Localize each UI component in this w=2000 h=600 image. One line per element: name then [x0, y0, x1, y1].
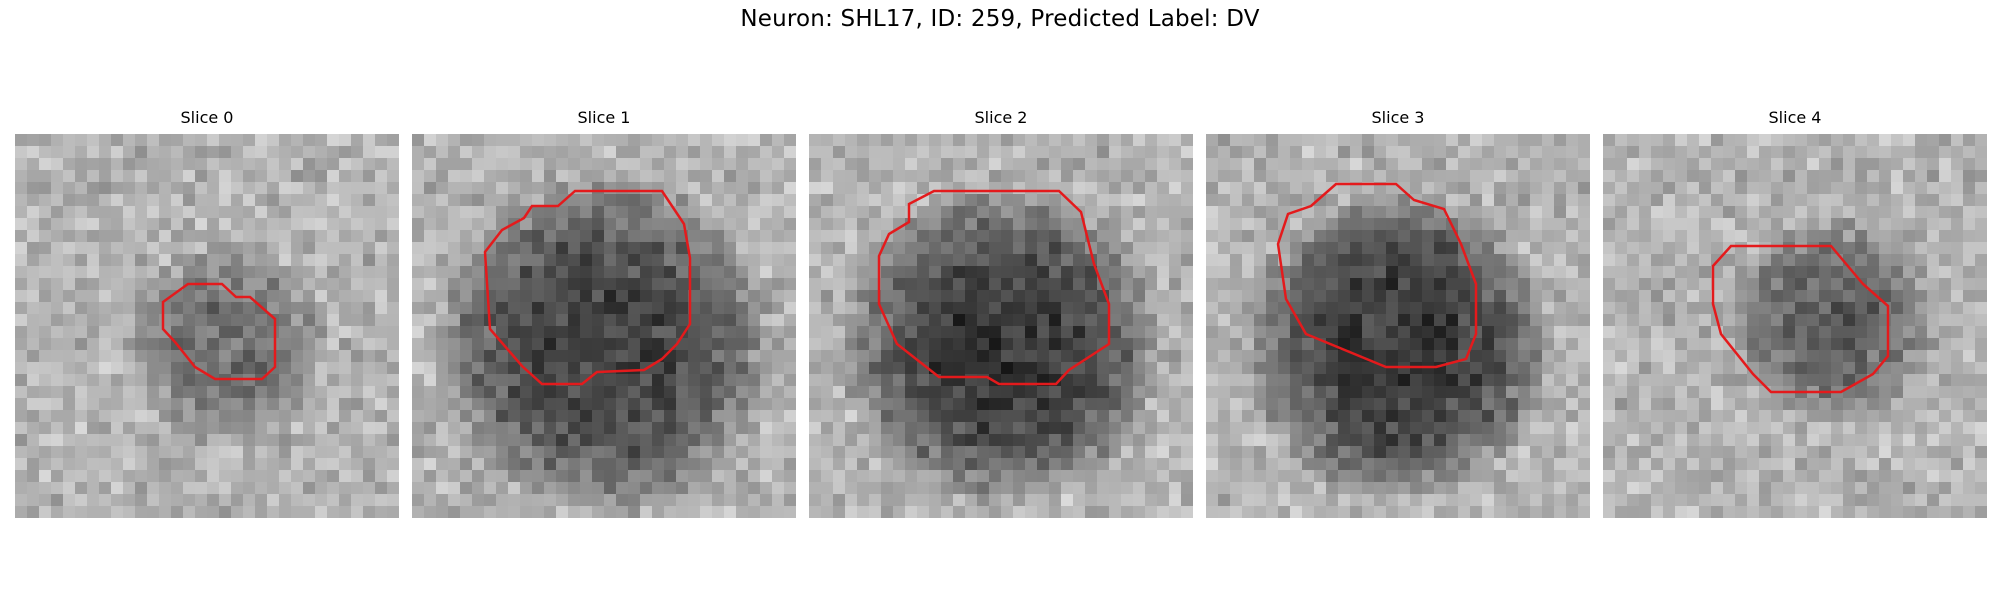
roi-contour [877, 189, 1111, 386]
slice-image [1603, 134, 1987, 518]
slice-title: Slice 0 [180, 108, 234, 127]
slice-image [1206, 134, 1590, 518]
slice-title: Slice 3 [1371, 108, 1425, 127]
slice-title: Slice 4 [1768, 108, 1822, 127]
roi-contour [1276, 182, 1478, 369]
slice-image [412, 134, 796, 518]
slice-image [809, 134, 1193, 518]
roi-contour [483, 189, 692, 386]
figure-title: Neuron: SHL17, ID: 259, Predicted Label:… [740, 6, 1260, 32]
roi-contour [161, 282, 277, 381]
roi-contour [1711, 244, 1890, 394]
slice-image [15, 134, 399, 518]
slice-title: Slice 1 [577, 108, 631, 127]
slice-title: Slice 2 [974, 108, 1028, 127]
